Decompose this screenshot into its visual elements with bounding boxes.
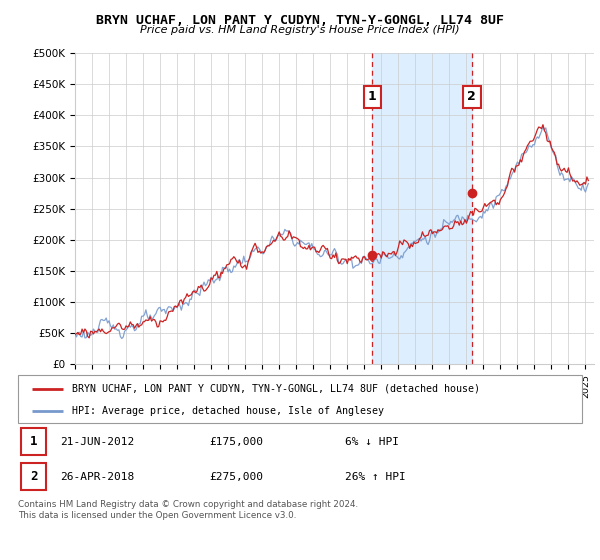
Text: 26-APR-2018: 26-APR-2018 (60, 472, 134, 482)
Text: 1: 1 (30, 435, 38, 448)
Bar (372, 53, 472, 364)
Text: BRYN UCHAF, LON PANT Y CUDYN, TYN-Y-GONGL, LL74 8UF: BRYN UCHAF, LON PANT Y CUDYN, TYN-Y-GONG… (96, 14, 504, 27)
Text: 2: 2 (30, 470, 38, 483)
Text: 21-JUN-2012: 21-JUN-2012 (60, 437, 134, 447)
FancyBboxPatch shape (21, 428, 46, 455)
Text: HPI: Average price, detached house, Isle of Anglesey: HPI: Average price, detached house, Isle… (71, 406, 383, 416)
Text: This data is licensed under the Open Government Licence v3.0.: This data is licensed under the Open Gov… (18, 511, 296, 520)
Text: BRYN UCHAF, LON PANT Y CUDYN, TYN-Y-GONGL, LL74 8UF (detached house): BRYN UCHAF, LON PANT Y CUDYN, TYN-Y-GONG… (71, 384, 479, 394)
Text: Contains HM Land Registry data © Crown copyright and database right 2024.: Contains HM Land Registry data © Crown c… (18, 500, 358, 508)
Text: 6% ↓ HPI: 6% ↓ HPI (345, 437, 399, 447)
Text: 2: 2 (467, 90, 476, 103)
Text: 1: 1 (368, 90, 377, 103)
Text: Price paid vs. HM Land Registry's House Price Index (HPI): Price paid vs. HM Land Registry's House … (140, 25, 460, 35)
Text: £275,000: £275,000 (210, 472, 264, 482)
FancyBboxPatch shape (21, 464, 46, 490)
Text: £175,000: £175,000 (210, 437, 264, 447)
Text: 26% ↑ HPI: 26% ↑ HPI (345, 472, 406, 482)
FancyBboxPatch shape (18, 375, 582, 423)
